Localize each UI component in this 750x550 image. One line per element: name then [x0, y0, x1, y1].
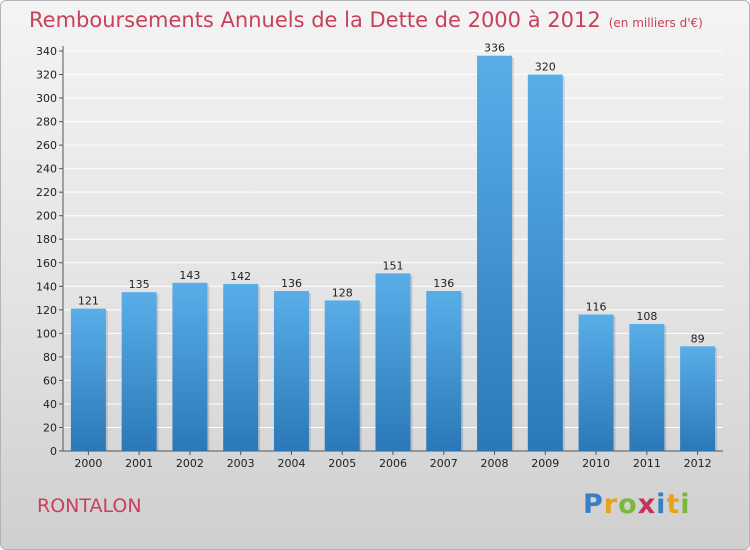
bar-value-label: 142 [230, 270, 251, 283]
bar [375, 273, 411, 451]
y-tick-label: 40 [43, 398, 57, 411]
y-tick-label: 0 [50, 445, 57, 458]
y-tick-label: 320 [36, 69, 57, 82]
y-tick-label: 120 [36, 304, 57, 317]
x-tick-label: 2003 [227, 457, 255, 470]
bar-value-label: 108 [636, 310, 657, 323]
y-tick-label: 160 [36, 257, 57, 270]
bar [70, 308, 106, 451]
bar [527, 74, 563, 451]
bar-value-label: 121 [78, 295, 99, 308]
x-tick-label: 2004 [277, 457, 305, 470]
bar [426, 291, 462, 451]
bar-value-label: 128 [332, 286, 353, 299]
y-tick-label: 100 [36, 327, 57, 340]
logo-letter: r [603, 489, 619, 520]
x-tick-label: 2000 [74, 457, 102, 470]
y-tick-label: 340 [36, 45, 57, 58]
y-tick-label: 60 [43, 374, 57, 387]
x-tick-label: 2009 [531, 457, 559, 470]
chart-unit: (en milliers d'€) [608, 16, 703, 30]
x-tick-label: 2011 [633, 457, 661, 470]
y-tick-label: 220 [36, 186, 57, 199]
bar-value-label: 116 [586, 301, 607, 314]
logo-letter: t [666, 489, 681, 520]
x-tick-label: 2012 [684, 457, 712, 470]
x-tick-label: 2005 [328, 457, 356, 470]
x-tick-label: 2001 [125, 457, 153, 470]
place-name: RONTALON [37, 495, 142, 517]
bar [121, 292, 157, 451]
y-tick-label: 20 [43, 421, 57, 434]
y-tick-label: 240 [36, 163, 57, 176]
bar-value-label: 320 [535, 61, 556, 74]
y-tick-label: 80 [43, 351, 57, 364]
chart-title: Remboursements Annuels de la Dette de 20… [29, 8, 703, 32]
logo-letter: P [583, 489, 604, 520]
bar [477, 55, 513, 452]
x-tick-label: 2007 [430, 457, 458, 470]
y-tick-label: 180 [36, 233, 57, 246]
y-tick-label: 280 [36, 116, 57, 129]
bar-value-label: 336 [484, 42, 505, 55]
bar-value-label: 135 [129, 278, 150, 291]
bar-value-label: 136 [281, 277, 302, 290]
x-tick-label: 2002 [176, 457, 204, 470]
bar [223, 283, 259, 451]
x-tick-label: 2008 [481, 457, 509, 470]
bar-value-label: 143 [179, 269, 200, 282]
bar [680, 346, 716, 451]
logo-letter: i [680, 489, 691, 520]
y-tick-label: 140 [36, 280, 57, 293]
y-tick-label: 260 [36, 139, 57, 152]
bar [629, 323, 665, 451]
chart-title-text: Remboursements Annuels de la Dette de 20… [29, 8, 601, 32]
y-tick-label: 300 [36, 92, 57, 105]
bar-value-label: 136 [433, 277, 454, 290]
bar [172, 282, 208, 451]
logo-letter: x [637, 489, 657, 520]
x-tick-label: 2006 [379, 457, 407, 470]
bar-value-label: 89 [691, 332, 705, 345]
y-tick-label: 200 [36, 210, 57, 223]
x-tick-label: 2010 [582, 457, 610, 470]
bar [324, 300, 360, 451]
logo-letter: o [618, 489, 638, 520]
proxiti-logo: Proxiti [583, 489, 691, 520]
bar-value-label: 151 [383, 259, 404, 272]
bar [578, 314, 614, 451]
logo-letter: i [656, 489, 667, 520]
bar [273, 291, 309, 451]
